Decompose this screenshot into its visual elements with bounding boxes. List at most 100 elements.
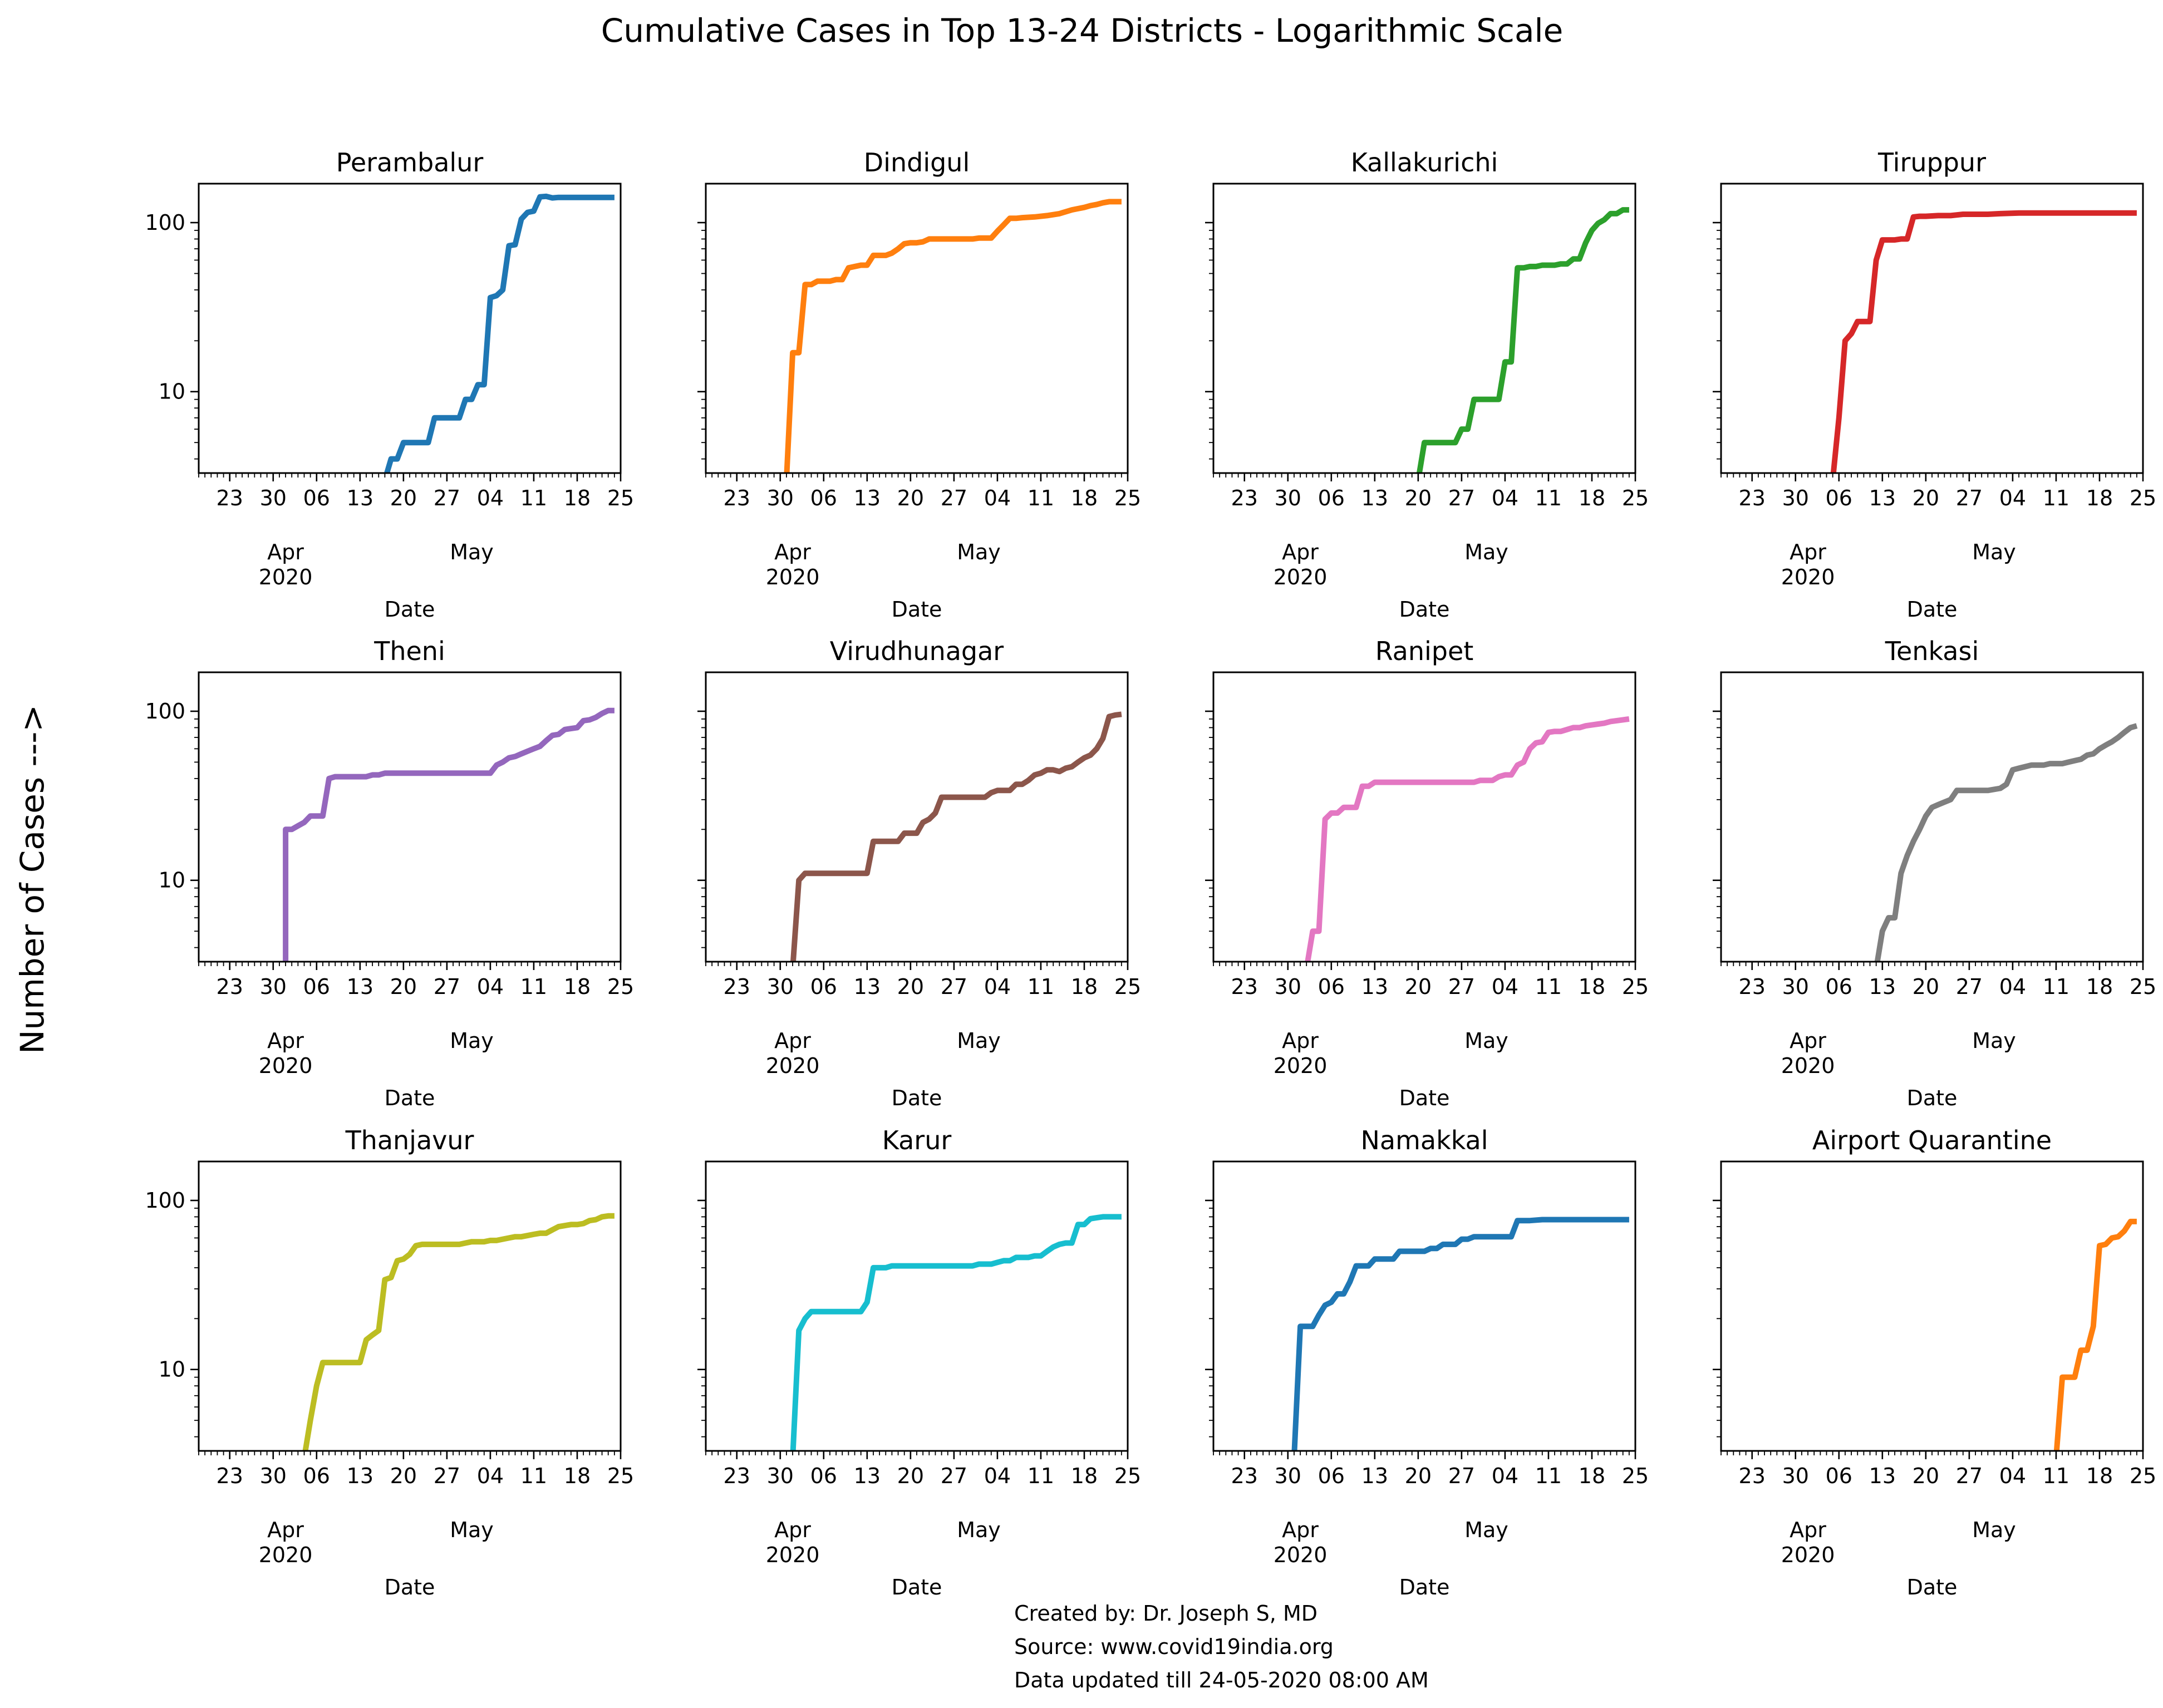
x-tick-label: 30	[260, 1464, 287, 1488]
x-tick-label: 20	[1405, 486, 1432, 510]
x-tick-label: 20	[390, 486, 417, 510]
x-axis-label: Date	[892, 1575, 942, 1599]
series-line	[790, 711, 1122, 962]
month-label: May	[450, 540, 494, 564]
x-tick-label: 23	[217, 486, 243, 510]
x-tick-label: 25	[1622, 1464, 1649, 1488]
x-tick-label: 20	[390, 974, 417, 999]
month-label: May	[1972, 1518, 2016, 1542]
x-tick-label: 06	[810, 974, 837, 999]
x-tick-label: 23	[1739, 974, 1766, 999]
x-tick-label: 23	[217, 1464, 243, 1488]
series-line	[2053, 1218, 2137, 1451]
x-tick-label: 30	[767, 974, 794, 999]
x-tick-label: 18	[1071, 974, 1098, 999]
x-tick-label: 04	[1999, 1464, 2026, 1488]
year-label: 2020	[1274, 1543, 1328, 1567]
x-axis-label: Date	[1907, 597, 1958, 622]
x-tick-label: 11	[520, 486, 547, 510]
year-label: 2020	[1274, 1054, 1328, 1078]
x-tick-label: 04	[1492, 974, 1518, 999]
x-tick-label: 13	[854, 486, 881, 510]
series-line	[1305, 716, 1630, 962]
subplot-title: Tiruppur	[1877, 147, 1986, 178]
year-label: 2020	[1781, 565, 1835, 589]
x-tick-label: 13	[1361, 486, 1388, 510]
x-tick-label: 20	[1913, 1464, 1939, 1488]
month-label: May	[1464, 1518, 1508, 1542]
x-tick-label: 04	[984, 1464, 1011, 1488]
x-tick-label: 11	[2043, 486, 2069, 510]
x-tick-label: 18	[564, 974, 591, 999]
x-tick-label: 25	[2130, 1464, 2156, 1488]
x-tick-label: 25	[1114, 486, 1141, 510]
x-tick-label: 13	[854, 974, 881, 999]
x-tick-label: 18	[1071, 486, 1098, 510]
x-tick-label: 04	[477, 1464, 504, 1488]
x-tick-label: 27	[1448, 486, 1475, 510]
x-tick-label: 06	[1826, 1464, 1852, 1488]
subplot-title: Tenkasi	[1885, 636, 1979, 666]
month-label: Apr	[1790, 1028, 1826, 1053]
x-tick-label: 04	[477, 974, 504, 999]
x-tick-label: 11	[1028, 1464, 1054, 1488]
month-label: Apr	[774, 1518, 811, 1542]
x-tick-label: 13	[1361, 974, 1388, 999]
series-line	[1874, 723, 2138, 962]
x-tick-label: 30	[1275, 1464, 1301, 1488]
x-tick-label: 06	[303, 486, 330, 510]
month-label: Apr	[1282, 1028, 1319, 1053]
x-tick-label: 04	[1492, 1464, 1518, 1488]
x-axis-label: Date	[1907, 1086, 1958, 1110]
x-tick-label: 23	[1231, 1464, 1258, 1488]
y-tick-label: 10	[159, 1357, 185, 1382]
x-tick-label: 20	[897, 486, 924, 510]
x-tick-label: 18	[2086, 974, 2113, 999]
x-axis-label: Date	[1399, 1086, 1450, 1110]
year-label: 2020	[1274, 565, 1328, 589]
x-tick-label: 25	[1114, 974, 1141, 999]
x-tick-label: 25	[1622, 486, 1649, 510]
x-tick-label: 06	[1318, 486, 1345, 510]
month-label: Apr	[267, 1028, 304, 1053]
x-tick-label: 23	[1739, 486, 1766, 510]
series-line	[283, 707, 615, 962]
x-tick-label: 20	[1913, 974, 1939, 999]
credit-line-author: Created by: Dr. Joseph S, MD	[1014, 1601, 1318, 1626]
year-label: 2020	[766, 1543, 820, 1567]
x-tick-label: 11	[1028, 974, 1054, 999]
year-label: 2020	[766, 1054, 820, 1078]
series-line	[302, 1213, 615, 1451]
month-label: Apr	[774, 1028, 811, 1053]
x-tick-label: 06	[1318, 1464, 1345, 1488]
x-tick-label: 30	[767, 486, 794, 510]
month-label: May	[450, 1518, 494, 1542]
x-tick-label: 04	[984, 974, 1011, 999]
x-tick-label: 11	[2043, 974, 2069, 999]
x-tick-label: 11	[1535, 1464, 1562, 1488]
x-tick-label: 13	[347, 974, 373, 999]
x-tick-label: 20	[1405, 1464, 1432, 1488]
subplot-title: Perambalur	[336, 147, 484, 178]
x-tick-label: 27	[1448, 974, 1475, 999]
x-tick-label: 13	[347, 486, 373, 510]
x-tick-label: 27	[1956, 486, 1983, 510]
x-tick-label: 11	[2043, 1464, 2069, 1488]
x-tick-label: 30	[1275, 486, 1301, 510]
x-tick-label: 30	[1782, 486, 1809, 510]
x-tick-label: 20	[390, 1464, 417, 1488]
series-line	[1416, 207, 1629, 473]
series-line	[784, 199, 1122, 473]
series-line	[1291, 1217, 1629, 1451]
x-tick-label: 30	[260, 974, 287, 999]
credit-line-updated: Data updated till 24-05-2020 08:00 AM	[1014, 1668, 1429, 1692]
